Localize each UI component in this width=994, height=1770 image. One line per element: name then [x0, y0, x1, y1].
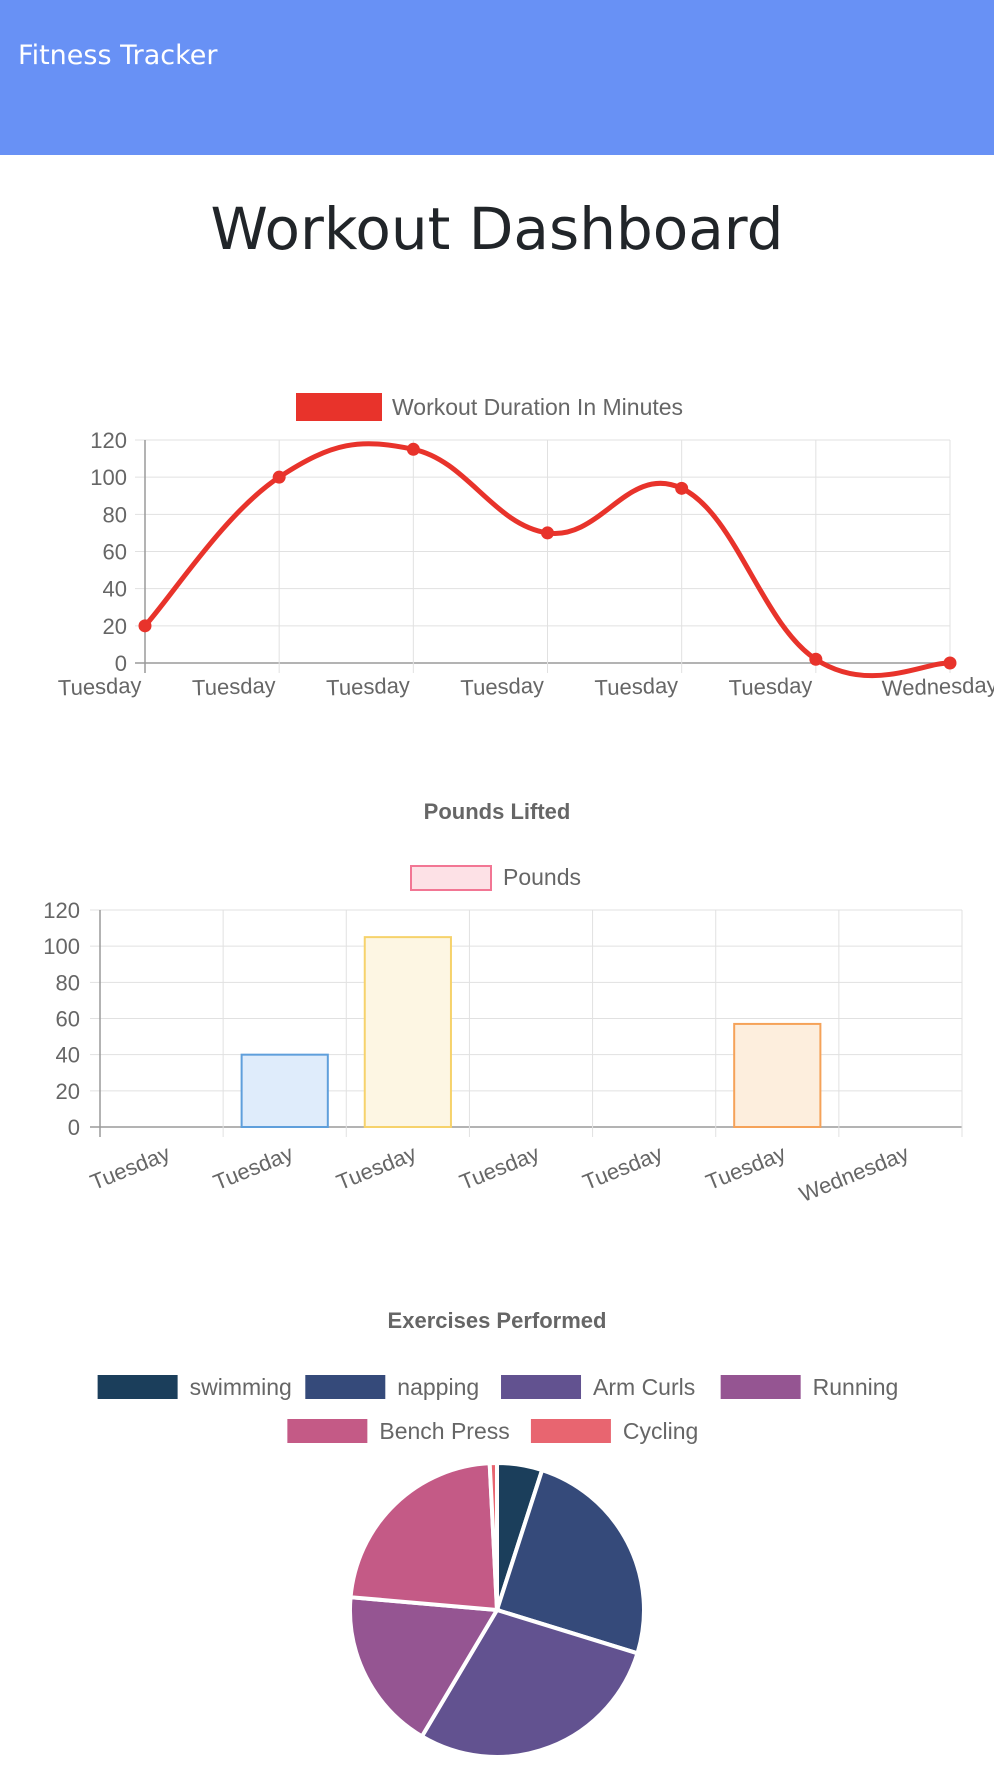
- y-tick-label: 60: [56, 1007, 80, 1032]
- x-tick-label: Tuesday: [326, 673, 410, 701]
- y-tick-label: 20: [56, 1079, 80, 1104]
- y-tick-label: 0: [115, 651, 127, 676]
- duration-point: [406, 442, 420, 456]
- duration-point: [943, 656, 957, 670]
- x-tick-label: Tuesday: [333, 1140, 420, 1194]
- legend-label: Running: [813, 1374, 899, 1400]
- legend-label: napping: [397, 1374, 479, 1400]
- pounds-bar: [363, 936, 452, 1128]
- y-tick-label: 40: [103, 577, 127, 602]
- legend-label: swimming: [190, 1374, 292, 1400]
- navbar: Fitness Tracker: [0, 0, 994, 155]
- y-tick-label: 20: [103, 614, 127, 639]
- y-tick-label: 120: [43, 898, 80, 923]
- x-tick-label: Tuesday: [87, 1140, 174, 1194]
- legend-swatch: [296, 393, 382, 421]
- pie-slice: [494, 1467, 646, 1656]
- brand-title[interactable]: Fitness Tracker: [18, 40, 218, 71]
- chart-title: Pounds Lifted: [424, 799, 571, 824]
- legend-swatch: [305, 1375, 386, 1399]
- duration-point: [675, 481, 689, 495]
- legend-label: Bench Press: [379, 1418, 509, 1444]
- legend-swatch: [720, 1375, 801, 1399]
- pounds-bar: [733, 1022, 822, 1128]
- y-tick-label: 40: [56, 1043, 80, 1068]
- duration-point: [138, 619, 152, 633]
- pie-slice: [487, 1460, 499, 1611]
- x-tick-label: Tuesday: [728, 673, 812, 701]
- y-tick-label: 80: [56, 970, 80, 995]
- y-tick-label: 80: [103, 502, 127, 527]
- duration-point: [541, 526, 554, 540]
- legend-swatch: [501, 1375, 582, 1399]
- workout-duration-chart: Workout Duration In Minutes 0 20 40 60 80 100 1…: [58, 393, 994, 701]
- legend-label: Workout Duration In Minutes: [392, 394, 683, 420]
- legend-swatch: [287, 1419, 368, 1443]
- y-tick-label: 100: [43, 934, 80, 959]
- x-tick-label: Tuesday: [456, 1140, 543, 1194]
- y-tick-label: 100: [90, 465, 127, 490]
- legend-swatch: [530, 1419, 611, 1443]
- y-tick-label: 0: [68, 1115, 80, 1140]
- pounds-bar: [240, 1053, 329, 1128]
- legend-label: Arm Curls: [593, 1374, 695, 1400]
- x-tick-label: Tuesday: [58, 673, 142, 701]
- pie-slice: [348, 1595, 501, 1740]
- y-tick-label: 60: [103, 540, 127, 565]
- legend-label: Pounds: [503, 864, 581, 890]
- legend-swatch: [97, 1375, 178, 1399]
- y-tick-label: 120: [90, 428, 127, 453]
- legend-swatch: [410, 865, 492, 891]
- x-tick-label: Tuesday: [579, 1140, 666, 1194]
- x-tick-label: Tuesday: [702, 1140, 789, 1194]
- x-tick-label: Tuesday: [210, 1140, 297, 1194]
- x-tick-label: Wednesday: [796, 1140, 913, 1207]
- x-tick-label: Tuesday: [460, 673, 544, 701]
- duration-point: [272, 470, 286, 484]
- x-tick-label: Tuesday: [192, 673, 276, 701]
- duration-point: [809, 652, 823, 666]
- exercises-performed-chart: Exercises Performed swimming napping Arm Cu…: [97, 1308, 899, 1759]
- pie-slice: [348, 1461, 500, 1613]
- chart-title: Exercises Performed: [388, 1308, 607, 1333]
- x-tick-label: Wednesday: [881, 672, 994, 701]
- x-tick-label: Tuesday: [594, 673, 678, 701]
- pounds-lifted-chart: Pounds Lifted Pounds 0 20 40 60 80 100 120 Tuesda…: [43, 799, 963, 1207]
- page-title: Workout Dashboard: [210, 195, 784, 263]
- legend-label: Cycling: [623, 1418, 698, 1444]
